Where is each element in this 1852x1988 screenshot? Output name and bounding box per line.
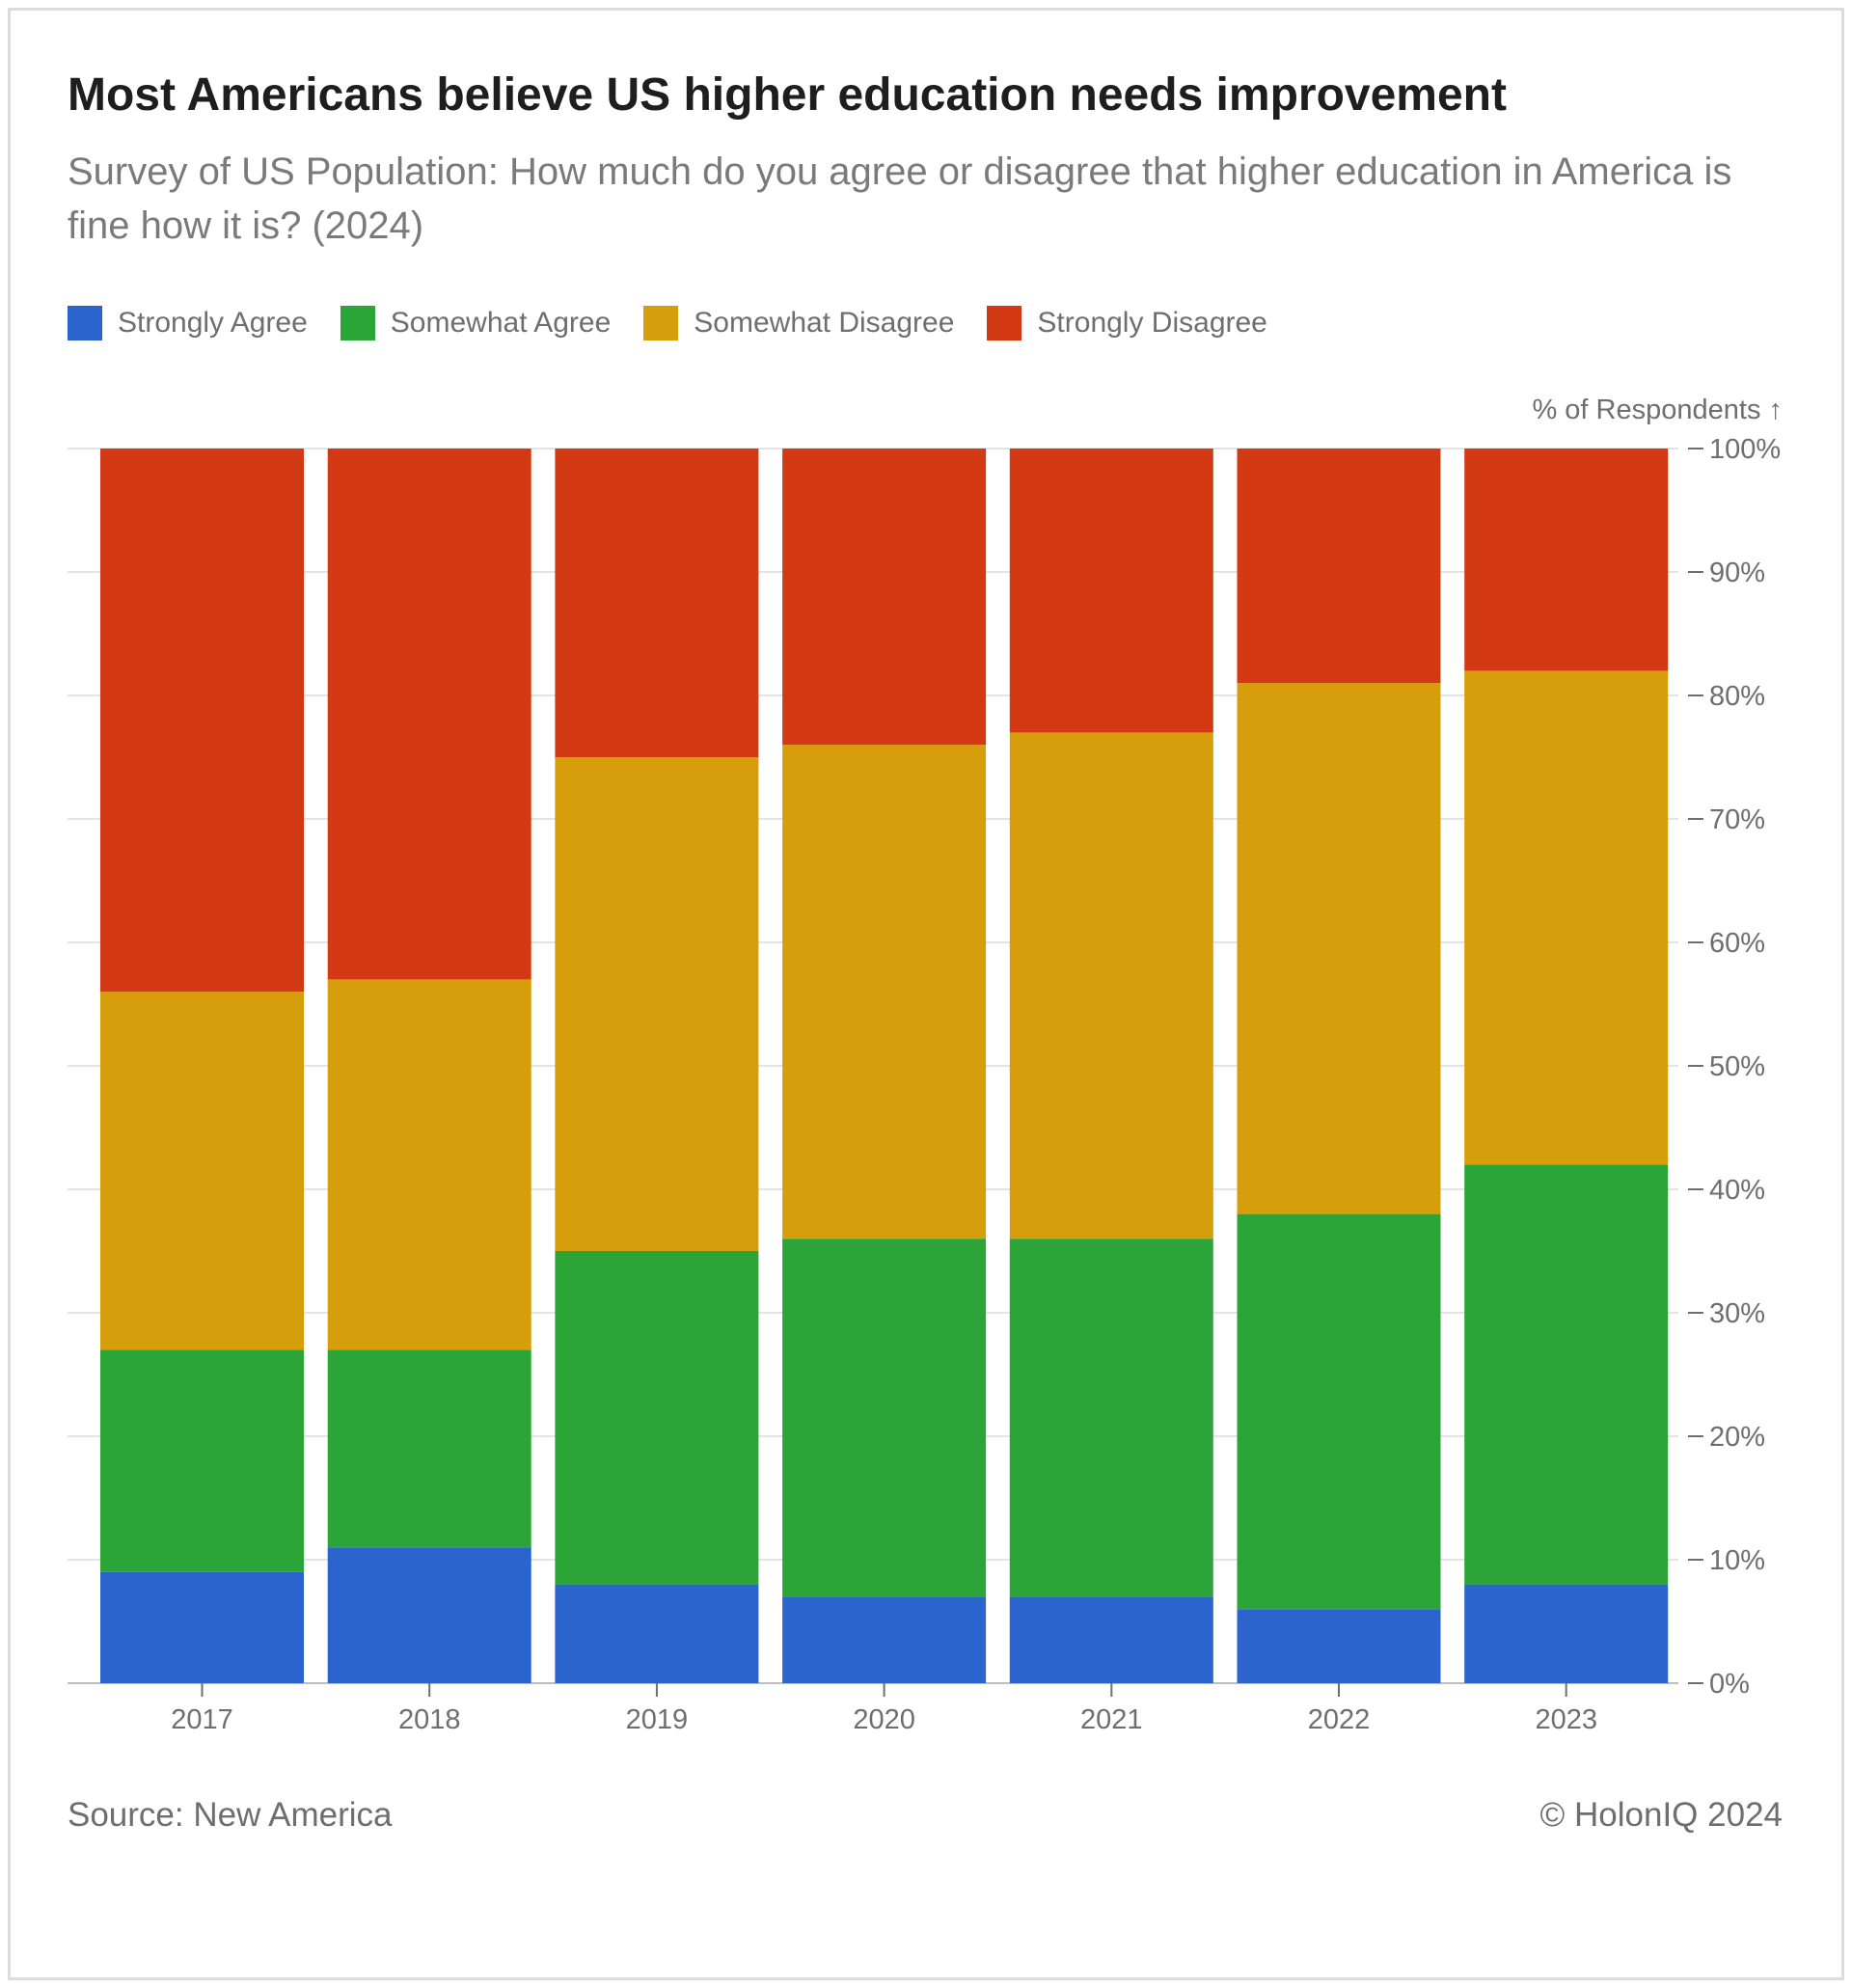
legend-item-somewhat-agree[interactable]: Somewhat Agree: [340, 306, 611, 340]
copyright-note: © HolonIQ 2024: [1539, 1796, 1784, 1834]
x-tick-label-2021: 2021: [1080, 1704, 1143, 1735]
bar-segment-2018-strongly-agree: [327, 1547, 531, 1683]
bar-segment-2018-strongly-disagree: [327, 449, 531, 980]
legend-item-strongly-disagree[interactable]: Strongly Disagree: [987, 306, 1267, 340]
stacked-bar-chart: 0% 10% 20% 30% 40% 50% 60% 70% 80% 90% 100% 2017 201…: [68, 395, 1783, 1735]
x-tick-label-2020: 2020: [853, 1704, 915, 1735]
bar-segment-2017-strongly-disagree: [100, 449, 304, 993]
bar-segment-2023-somewhat-agree: [1464, 1164, 1669, 1585]
y-tick-label-10pct: 10%: [1709, 1545, 1765, 1576]
bar-segment-2017-strongly-agree: [100, 1571, 304, 1683]
bar-segment-2021-strongly-agree: [1009, 1596, 1213, 1683]
legend-swatch-somewhat-agree: [340, 306, 375, 340]
bar-segment-2018-somewhat-agree: [327, 1349, 531, 1548]
legend-swatch-somewhat-disagree: [643, 306, 679, 340]
bar-segment-2022-strongly-disagree: [1237, 449, 1441, 684]
bar-segment-2017-somewhat-agree: [100, 1349, 304, 1572]
bar-segment-2018-somewhat-disagree: [327, 979, 531, 1350]
y-tick-label-0pct: 0%: [1709, 1669, 1750, 1700]
legend-item-somewhat-disagree[interactable]: Somewhat Disagree: [643, 306, 954, 340]
bar-segment-2021-somewhat-agree: [1009, 1239, 1213, 1597]
bar-segment-2023-somewhat-disagree: [1464, 670, 1669, 1165]
bar-segment-2022-somewhat-disagree: [1237, 683, 1441, 1214]
legend-label-somewhat-agree: Somewhat Agree: [390, 307, 612, 339]
bar-segment-2019-strongly-agree: [555, 1584, 759, 1683]
bar-segment-2017-somewhat-disagree: [100, 992, 304, 1350]
y-tick-label-50pct: 50%: [1709, 1051, 1765, 1082]
x-tick-label-2019: 2019: [626, 1704, 689, 1735]
legend-label-somewhat-disagree: Somewhat Disagree: [694, 307, 955, 339]
y-axis-label: % of Respondents ↑: [1532, 395, 1783, 425]
bar-segment-2020-strongly-agree: [782, 1596, 987, 1683]
y-tick-label-20pct: 20%: [1709, 1422, 1765, 1453]
legend-label-strongly-agree: Strongly Agree: [118, 307, 308, 339]
x-tick-label-2018: 2018: [398, 1704, 461, 1735]
bar-segment-2020-somewhat-agree: [782, 1239, 987, 1597]
y-tick-label-100pct: 100%: [1709, 434, 1781, 465]
chart-subtitle: Survey of US Population: How much do you…: [68, 150, 1732, 247]
bar-segment-2023-strongly-agree: [1464, 1584, 1669, 1683]
source-note: Source: New America: [68, 1796, 393, 1834]
bar-segment-2019-somewhat-disagree: [555, 757, 759, 1251]
bar-segment-2022-strongly-agree: [1237, 1609, 1441, 1683]
legend-swatch-strongly-agree: [68, 306, 102, 340]
bar-segment-2023-strongly-disagree: [1464, 449, 1669, 671]
bar-segment-2021-somewhat-disagree: [1009, 732, 1213, 1239]
legend-swatch-strongly-disagree: [987, 306, 1022, 340]
bar-segment-2019-strongly-disagree: [555, 449, 759, 757]
y-tick-label-80pct: 80%: [1709, 681, 1765, 712]
x-tick-label-2022: 2022: [1308, 1704, 1371, 1735]
chart-legend: Strongly Agree Somewhat Agree Somewhat D…: [68, 304, 1300, 342]
y-tick-label-30pct: 30%: [1709, 1298, 1765, 1329]
legend-item-strongly-agree[interactable]: Strongly Agree: [68, 306, 308, 340]
x-tick-label-2017: 2017: [171, 1704, 233, 1735]
x-tick-label-2023: 2023: [1535, 1704, 1597, 1735]
y-tick-label-70pct: 70%: [1709, 804, 1765, 835]
chart-title: Most Americans believe US higher educati…: [68, 69, 1507, 121]
bar-segment-2021-strongly-disagree: [1009, 449, 1213, 733]
legend-label-strongly-disagree: Strongly Disagree: [1037, 307, 1267, 339]
axes: 0% 10% 20% 30% 40% 50% 60% 70% 80% 90% 100% 2017 201…: [171, 434, 1781, 1735]
bar-segment-2022-somewhat-agree: [1237, 1213, 1441, 1610]
y-tick-label-90pct: 90%: [1709, 558, 1765, 588]
bar-segment-2019-somewhat-agree: [555, 1251, 759, 1585]
bars: [100, 449, 1669, 1683]
y-tick-label-40pct: 40%: [1709, 1175, 1765, 1206]
y-tick-label-60pct: 60%: [1709, 928, 1765, 959]
bar-segment-2020-strongly-disagree: [782, 449, 987, 746]
bar-segment-2020-somewhat-disagree: [782, 745, 987, 1239]
